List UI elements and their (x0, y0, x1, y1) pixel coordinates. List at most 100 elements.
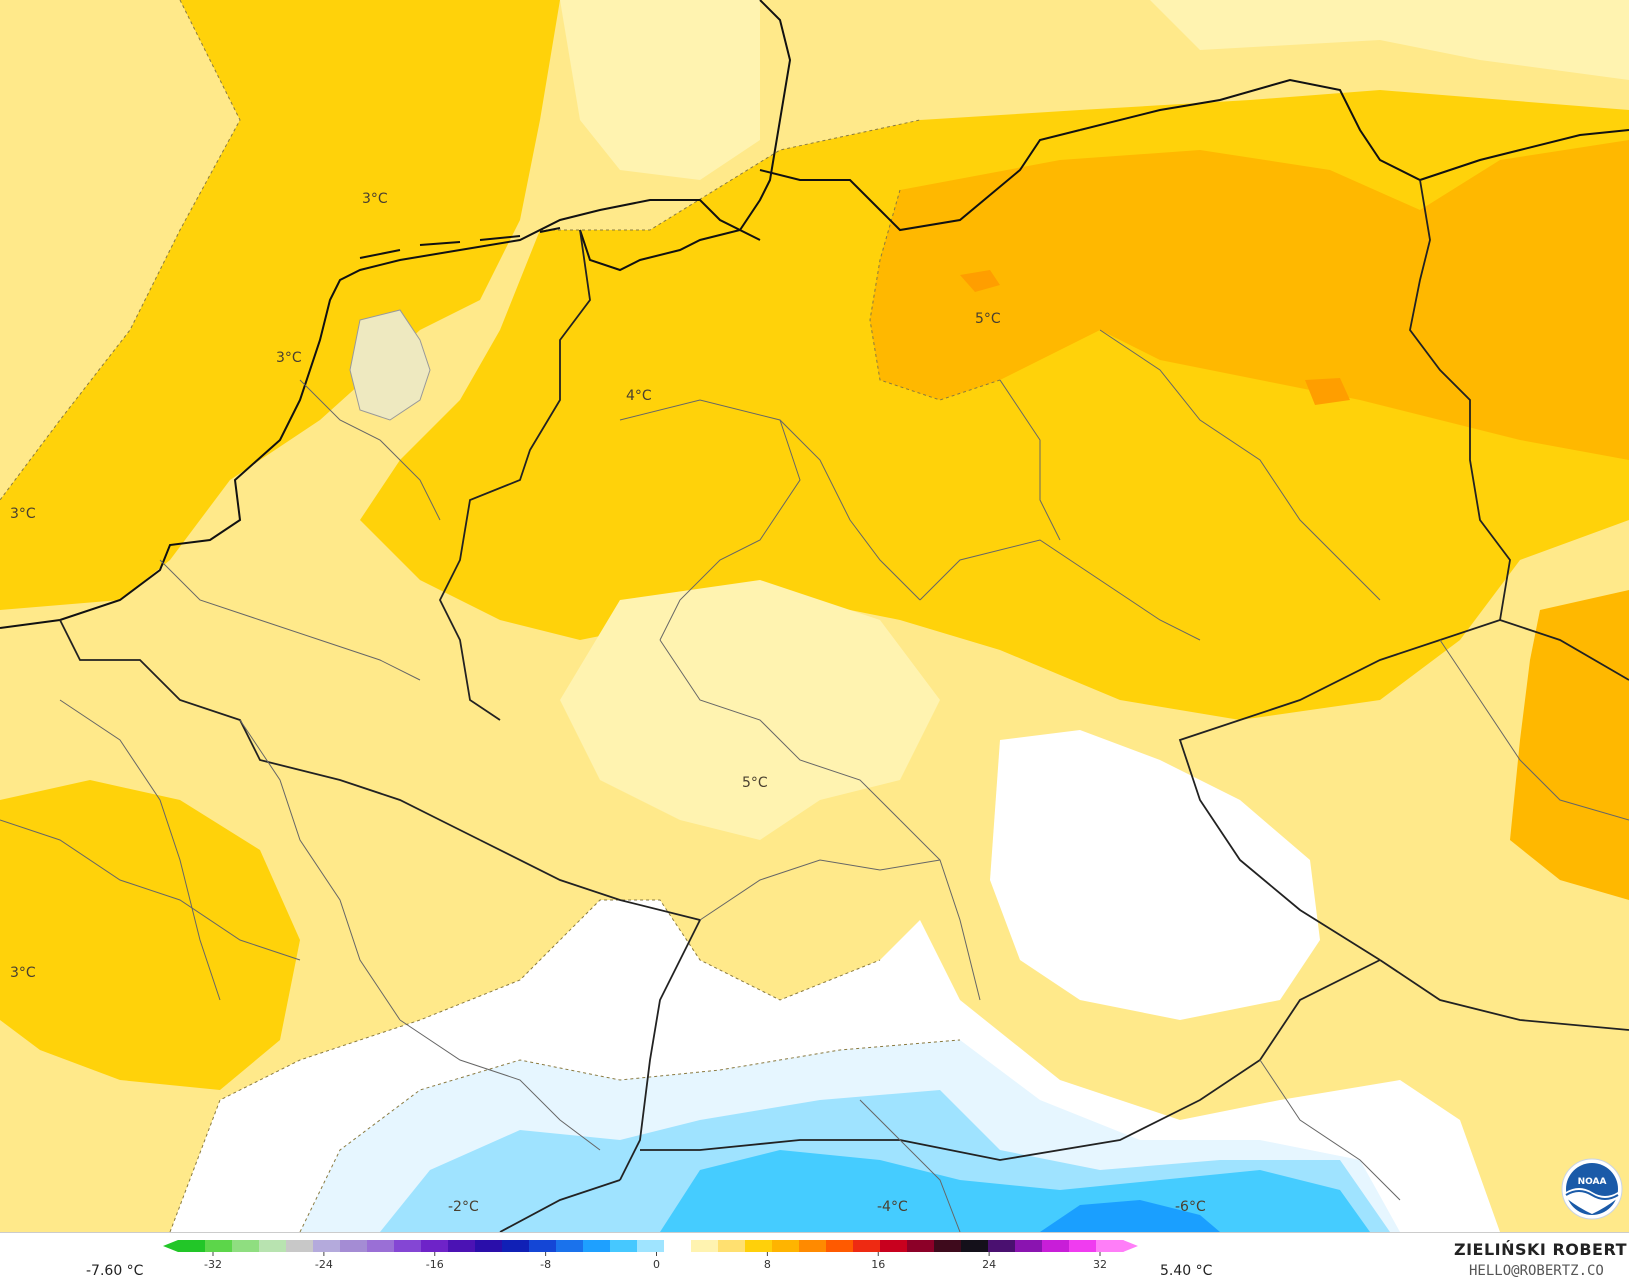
temperature-fill-zones (0, 0, 1629, 1232)
scale-cell (259, 1240, 287, 1252)
scale-cell (529, 1240, 557, 1252)
border-nl-de (438, 229, 591, 721)
subregion-line-7 (899, 819, 981, 1001)
scale-tick-label: 24 (982, 1258, 996, 1271)
zone-blue-alps (660, 1150, 1370, 1232)
subregion-line-6 (659, 639, 901, 821)
scale-arrow-left (163, 1240, 178, 1252)
scale-min-value: -7.60 °C (86, 1263, 144, 1279)
zone-deep-blue-alps (1040, 1200, 1220, 1232)
scale-tick-label: -16 (426, 1258, 444, 1271)
scale-tick-label: 8 (764, 1258, 771, 1271)
border-ch (499, 1179, 621, 1232)
subregion-line-9 (239, 719, 401, 1021)
scale-tick-label: 16 (871, 1258, 885, 1271)
scale-cell (907, 1240, 935, 1252)
scale-cell (502, 1240, 530, 1252)
scale-cell (826, 1240, 854, 1252)
scale-cell (745, 1240, 773, 1252)
label-5c-pomerania: 5°C (975, 311, 1001, 327)
border-de-pl (1409, 179, 1511, 621)
scale-cell (286, 1240, 314, 1252)
scale-cell (880, 1240, 908, 1252)
scale-cell (718, 1240, 746, 1252)
zone-dark-orange-spot-2 (1305, 378, 1350, 405)
author-email: HELLO@ROBERTZ.CO (1469, 1263, 1604, 1279)
subregion-line-11 (0, 819, 301, 961)
label-neg2c-alps: -2°C (448, 1199, 479, 1215)
zone-dark-orange-spot-1 (960, 270, 1000, 292)
subregion-line-3 (919, 539, 1201, 641)
noaa-logo-text: NOAA (1578, 1177, 1607, 1187)
scale-cell (583, 1240, 611, 1252)
noaa-logo-icon: NOAA (1561, 1158, 1623, 1220)
scale-cell (313, 1240, 341, 1252)
scale-cell (1069, 1240, 1097, 1252)
subregion-line-8 (699, 859, 941, 921)
national-borders (59, 179, 1629, 1232)
isoline-5c (869, 189, 1001, 401)
coastline-denmark (759, 129, 1081, 232)
coastline-german-bight (579, 0, 792, 272)
coastline-netherlands-belgium (0, 199, 761, 629)
subregion-line-15 (299, 379, 441, 521)
scale-cell (637, 1240, 665, 1252)
scale-cell (799, 1240, 827, 1252)
subregion-line-1 (619, 399, 921, 601)
scale-tick-label: -8 (540, 1258, 551, 1271)
label-neg4c-alps: -4°C (877, 1199, 908, 1215)
zone-orange-east (1510, 590, 1629, 900)
label-3c-england: 3°C (276, 350, 302, 366)
scale-cell (664, 1240, 692, 1252)
color-scale-cells (178, 1240, 1124, 1252)
zone-pale-yellow-north (560, 0, 760, 180)
scale-cell (1015, 1240, 1043, 1252)
label-3c-france: 3°C (10, 965, 36, 981)
scale-cell (772, 1240, 800, 1252)
zone-orange-poland (870, 140, 1629, 460)
scale-cell (1096, 1240, 1124, 1252)
label-3c-northsea: 3°C (362, 191, 388, 207)
zone-pale-yellow-northeast (1150, 0, 1629, 80)
scale-tick-label: -32 (204, 1258, 222, 1271)
isoline-4c (540, 119, 921, 231)
scale-cell (448, 1240, 476, 1252)
scale-cell (691, 1240, 719, 1252)
color-scale-legend: -32 -24 -16 -8 0 8 16 24 32 (0, 1232, 1629, 1288)
border-de-at (640, 959, 1381, 1161)
border-fr-de (479, 839, 702, 1181)
subregion-line-14 (1439, 639, 1629, 821)
scale-cell (232, 1240, 260, 1252)
contour-labels: 3°C 3°C 3°C 3°C 4°C 5°C 5°C -2°C -4°C -6… (10, 191, 1206, 1215)
scale-cell (934, 1240, 962, 1252)
scale-cell (367, 1240, 395, 1252)
scale-tick-label: 32 (1093, 1258, 1107, 1271)
subregion-line-4 (999, 379, 1061, 541)
scale-cell (988, 1240, 1016, 1252)
contour-isolines (0, 0, 1001, 1232)
border-cz-at (1379, 959, 1629, 1031)
scale-cell (853, 1240, 881, 1252)
subregion-borders (0, 329, 1629, 1232)
scale-cell (340, 1240, 368, 1252)
label-4c-germany: 4°C (626, 388, 652, 404)
zone-gold-france (0, 780, 300, 1090)
ijsselmeer-lake (349, 309, 431, 421)
coastline-frisian-islands (359, 227, 561, 259)
border-be-de-lu (59, 619, 481, 841)
scale-cell (394, 1240, 422, 1252)
label-3c-west: 3°C (10, 506, 36, 522)
scale-cell (205, 1240, 233, 1252)
zone-white-bavaria (990, 730, 1320, 1020)
scale-cell (610, 1240, 638, 1252)
subregion-line-2 (659, 419, 801, 641)
color-scale-svg: -32 -24 -16 -8 0 8 16 24 32 (163, 1240, 1138, 1271)
scale-cell (1042, 1240, 1070, 1252)
scale-arrow-right (1123, 1240, 1138, 1252)
subregion-line-13 (1259, 1059, 1401, 1201)
zone-gold-northsea (0, 0, 560, 610)
color-scale-ticks: -32 -24 -16 -8 0 8 16 24 32 (204, 1252, 1107, 1271)
border-pl-cz (1499, 619, 1629, 681)
scale-max-value: 5.40 °C (1160, 1263, 1213, 1279)
author-name: ZIELIŃSKI ROBERT (1453, 1240, 1627, 1259)
